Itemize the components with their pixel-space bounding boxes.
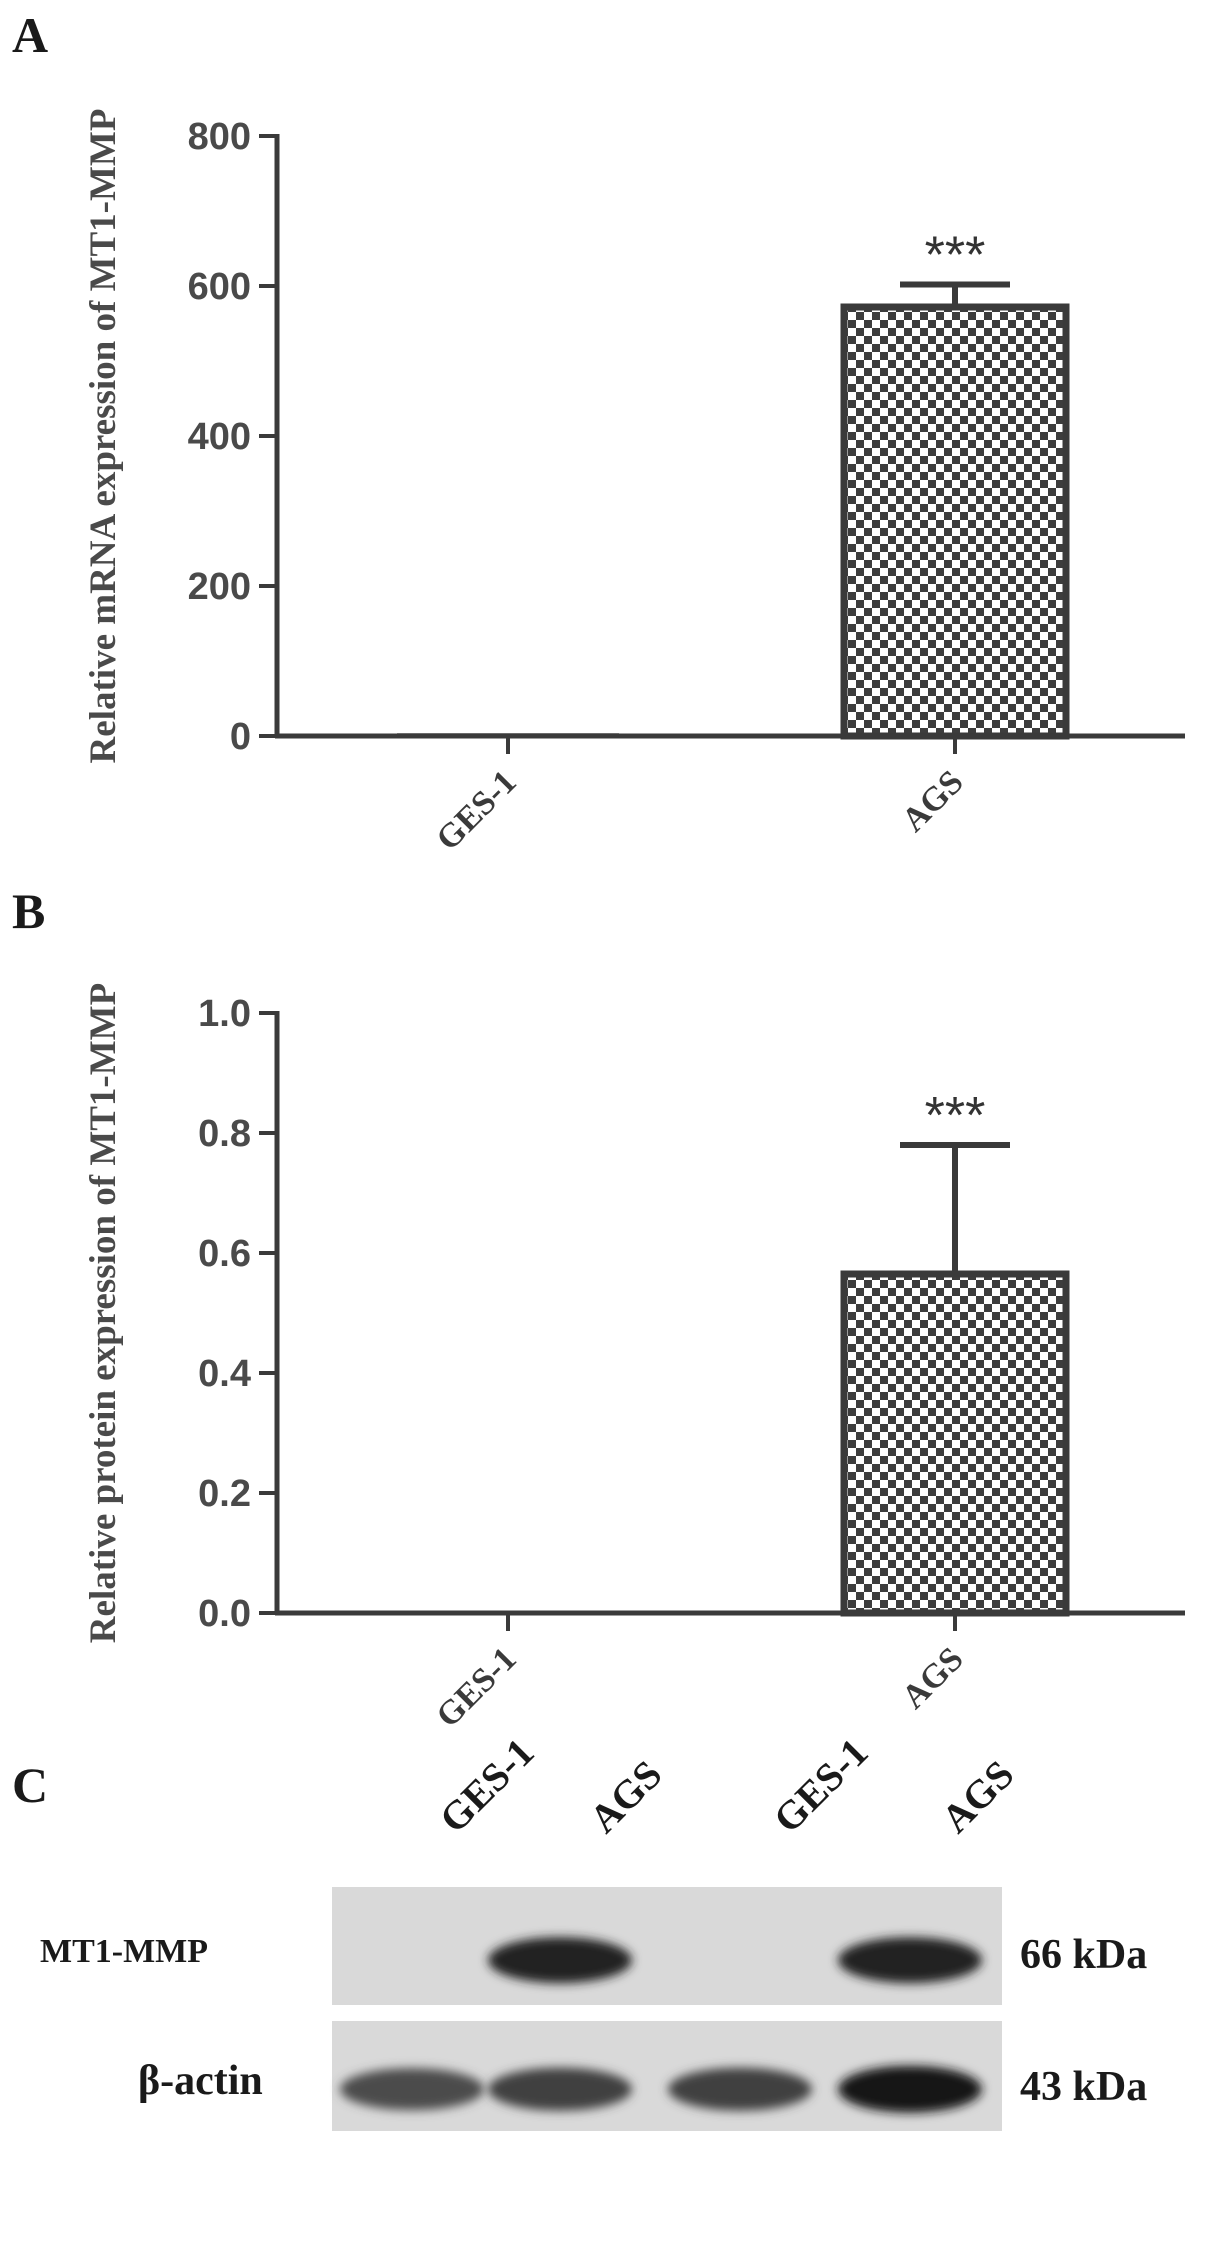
blot-band xyxy=(340,2068,484,2111)
blot-size-label: 66 kDa xyxy=(1020,1932,1147,1978)
blot-band xyxy=(488,2067,632,2111)
blot-band xyxy=(488,1937,632,1984)
blot-row-2: β-actin 43 kDa xyxy=(138,2021,1147,2131)
panel-c-western-blot: C GES-1 AGS GES-1 AGS MT1-MMP 66 kDa β-actin 4… xyxy=(12,1729,1147,2131)
y-tick-label: 400 xyxy=(188,416,251,458)
panel-b-plot-area: 0.0 0.2 0.4 0.6 0.8 1.0 Relative protein expre… xyxy=(83,983,1185,1735)
lane-label: GES-1 xyxy=(431,1729,543,1841)
lane-label: GES-1 xyxy=(765,1729,877,1841)
blot-size-label: 43 kDa xyxy=(1020,2064,1147,2110)
y-tick-label: 0.6 xyxy=(198,1233,251,1275)
panel-b-chart: B 0.0 0.2 0.4 0.6 0.8 1.0 Relative protein exp… xyxy=(12,883,1185,1735)
significance-marker: *** xyxy=(925,1087,986,1145)
y-axis-title: Relative mRNA expression of MT1-MMP xyxy=(83,109,124,764)
y-tick-label: 1.0 xyxy=(198,993,251,1035)
lane-label: AGS xyxy=(581,1751,671,1841)
bar-ags xyxy=(840,303,1070,740)
y-tick-label: 0.4 xyxy=(198,1353,251,1395)
x-tick-label: AGS xyxy=(895,763,971,839)
blot-band xyxy=(838,2065,982,2113)
y-tick-label: 0.0 xyxy=(198,1593,251,1635)
blot-band xyxy=(668,2067,812,2111)
x-tick-label: GES-1 xyxy=(429,1640,523,1734)
y-tick-label: 200 xyxy=(188,566,251,608)
panel-a-plot-area: 0 200 400 600 800 Relative mRNA expression of… xyxy=(83,109,1185,858)
blot-protein-label: β-actin xyxy=(138,2058,263,2104)
x-tick-label: AGS xyxy=(895,1640,971,1716)
blot-rows: MT1-MMP 66 kDa β-actin 43 kDa xyxy=(40,1887,1147,2131)
lane-label: AGS xyxy=(933,1751,1023,1841)
panel-a-letter: A xyxy=(12,7,48,63)
y-tick-label: 0.8 xyxy=(198,1113,251,1155)
y-tick-label: 0 xyxy=(230,716,251,758)
significance-marker: *** xyxy=(925,227,986,285)
panel-c-letter: C xyxy=(12,1757,48,1813)
blot-row-1: MT1-MMP 66 kDa xyxy=(40,1887,1147,2005)
y-tick-label: 600 xyxy=(188,266,251,308)
panel-b-letter: B xyxy=(12,883,45,939)
y-axis-title: Relative protein expression of MT1-MMP xyxy=(83,983,124,1643)
y-tick-label: 0.2 xyxy=(198,1473,251,1515)
blot-protein-label: MT1-MMP xyxy=(40,1933,208,1970)
blot-lane-labels: GES-1 AGS GES-1 AGS xyxy=(431,1729,1023,1841)
x-tick-label: GES-1 xyxy=(429,763,523,857)
y-tick-label: 800 xyxy=(188,116,251,158)
bar-ags xyxy=(840,1270,1070,1617)
blot-band xyxy=(838,1937,982,1984)
panel-a-chart: A 0 200 400 600 800 Relative mRNA expression … xyxy=(12,7,1185,858)
